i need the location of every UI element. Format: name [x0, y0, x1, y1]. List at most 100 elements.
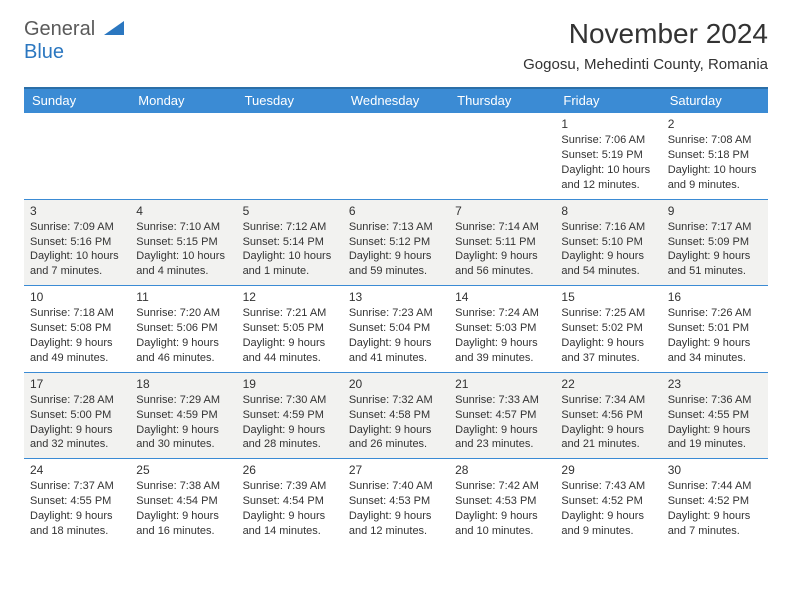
sunset-line: Sunset: 4:56 PM [561, 408, 655, 423]
sunrise-line: Sunrise: 7:44 AM [668, 479, 762, 494]
day-number: 12 [243, 289, 337, 305]
day-number: 7 [455, 203, 549, 219]
calendar-day-cell: 26Sunrise: 7:39 AMSunset: 4:54 PMDayligh… [237, 459, 343, 545]
daylight-line: Daylight: 9 hours and 21 minutes. [561, 423, 655, 453]
sunrise-line: Sunrise: 7:24 AM [455, 306, 549, 321]
daylight-line: Daylight: 9 hours and 18 minutes. [30, 509, 124, 539]
sunrise-line: Sunrise: 7:28 AM [30, 393, 124, 408]
daylight-line: Daylight: 9 hours and 32 minutes. [30, 423, 124, 453]
sunset-line: Sunset: 4:52 PM [561, 494, 655, 509]
calendar-empty-cell [449, 113, 555, 200]
daylight-line: Daylight: 10 hours and 12 minutes. [561, 163, 655, 193]
calendar-empty-cell [24, 113, 130, 200]
daylight-line: Daylight: 9 hours and 56 minutes. [455, 249, 549, 279]
sun-info: Sunrise: 7:23 AMSunset: 5:04 PMDaylight:… [349, 306, 443, 365]
sunset-line: Sunset: 4:57 PM [455, 408, 549, 423]
sunset-line: Sunset: 4:53 PM [349, 494, 443, 509]
sunrise-line: Sunrise: 7:21 AM [243, 306, 337, 321]
sun-info: Sunrise: 7:32 AMSunset: 4:58 PMDaylight:… [349, 393, 443, 452]
sunrise-line: Sunrise: 7:40 AM [349, 479, 443, 494]
sun-info: Sunrise: 7:25 AMSunset: 5:02 PMDaylight:… [561, 306, 655, 365]
calendar-empty-cell [343, 113, 449, 200]
sunset-line: Sunset: 5:10 PM [561, 235, 655, 250]
daylight-line: Daylight: 9 hours and 16 minutes. [136, 509, 230, 539]
column-header: Friday [555, 88, 661, 113]
daylight-line: Daylight: 9 hours and 37 minutes. [561, 336, 655, 366]
calendar-day-cell: 4Sunrise: 7:10 AMSunset: 5:15 PMDaylight… [130, 199, 236, 286]
daylight-line: Daylight: 9 hours and 30 minutes. [136, 423, 230, 453]
day-number: 24 [30, 462, 124, 478]
sunrise-line: Sunrise: 7:23 AM [349, 306, 443, 321]
logo: General Blue [24, 18, 124, 64]
sunrise-line: Sunrise: 7:38 AM [136, 479, 230, 494]
day-number: 26 [243, 462, 337, 478]
sunset-line: Sunset: 5:03 PM [455, 321, 549, 336]
sun-info: Sunrise: 7:24 AMSunset: 5:03 PMDaylight:… [455, 306, 549, 365]
sun-info: Sunrise: 7:06 AMSunset: 5:19 PMDaylight:… [561, 133, 655, 192]
calendar-day-cell: 21Sunrise: 7:33 AMSunset: 4:57 PMDayligh… [449, 372, 555, 459]
day-number: 10 [30, 289, 124, 305]
daylight-line: Daylight: 10 hours and 9 minutes. [668, 163, 762, 193]
calendar-day-cell: 24Sunrise: 7:37 AMSunset: 4:55 PMDayligh… [24, 459, 130, 545]
calendar-empty-cell [237, 113, 343, 200]
header: General Blue November 2024 Gogosu, Mehed… [24, 18, 768, 73]
sunset-line: Sunset: 5:04 PM [349, 321, 443, 336]
sun-info: Sunrise: 7:21 AMSunset: 5:05 PMDaylight:… [243, 306, 337, 365]
sun-info: Sunrise: 7:14 AMSunset: 5:11 PMDaylight:… [455, 220, 549, 279]
calendar-day-cell: 10Sunrise: 7:18 AMSunset: 5:08 PMDayligh… [24, 286, 130, 373]
calendar-day-cell: 1Sunrise: 7:06 AMSunset: 5:19 PMDaylight… [555, 113, 661, 200]
sunrise-line: Sunrise: 7:08 AM [668, 133, 762, 148]
sunset-line: Sunset: 5:01 PM [668, 321, 762, 336]
title-block: November 2024 Gogosu, Mehedinti County, … [523, 18, 768, 73]
calendar-day-cell: 18Sunrise: 7:29 AMSunset: 4:59 PMDayligh… [130, 372, 236, 459]
sunset-line: Sunset: 5:02 PM [561, 321, 655, 336]
sun-info: Sunrise: 7:39 AMSunset: 4:54 PMDaylight:… [243, 479, 337, 538]
calendar-day-cell: 15Sunrise: 7:25 AMSunset: 5:02 PMDayligh… [555, 286, 661, 373]
calendar-empty-cell [130, 113, 236, 200]
daylight-line: Daylight: 9 hours and 7 minutes. [668, 509, 762, 539]
daylight-line: Daylight: 10 hours and 7 minutes. [30, 249, 124, 279]
column-header: Thursday [449, 88, 555, 113]
sunrise-line: Sunrise: 7:42 AM [455, 479, 549, 494]
sunrise-line: Sunrise: 7:17 AM [668, 220, 762, 235]
calendar-header-row: SundayMondayTuesdayWednesdayThursdayFrid… [24, 88, 768, 113]
calendar-day-cell: 8Sunrise: 7:16 AMSunset: 5:10 PMDaylight… [555, 199, 661, 286]
daylight-line: Daylight: 10 hours and 4 minutes. [136, 249, 230, 279]
sun-info: Sunrise: 7:28 AMSunset: 5:00 PMDaylight:… [30, 393, 124, 452]
sunrise-line: Sunrise: 7:29 AM [136, 393, 230, 408]
calendar-week-row: 10Sunrise: 7:18 AMSunset: 5:08 PMDayligh… [24, 286, 768, 373]
calendar-day-cell: 3Sunrise: 7:09 AMSunset: 5:16 PMDaylight… [24, 199, 130, 286]
sunrise-line: Sunrise: 7:25 AM [561, 306, 655, 321]
calendar-day-cell: 7Sunrise: 7:14 AMSunset: 5:11 PMDaylight… [449, 199, 555, 286]
calendar-day-cell: 17Sunrise: 7:28 AMSunset: 5:00 PMDayligh… [24, 372, 130, 459]
day-number: 20 [349, 376, 443, 392]
daylight-line: Daylight: 9 hours and 14 minutes. [243, 509, 337, 539]
sun-info: Sunrise: 7:13 AMSunset: 5:12 PMDaylight:… [349, 220, 443, 279]
sunrise-line: Sunrise: 7:13 AM [349, 220, 443, 235]
sun-info: Sunrise: 7:42 AMSunset: 4:53 PMDaylight:… [455, 479, 549, 538]
sunrise-line: Sunrise: 7:16 AM [561, 220, 655, 235]
daylight-line: Daylight: 9 hours and 54 minutes. [561, 249, 655, 279]
sun-info: Sunrise: 7:16 AMSunset: 5:10 PMDaylight:… [561, 220, 655, 279]
sunrise-line: Sunrise: 7:06 AM [561, 133, 655, 148]
sun-info: Sunrise: 7:33 AMSunset: 4:57 PMDaylight:… [455, 393, 549, 452]
sunset-line: Sunset: 5:09 PM [668, 235, 762, 250]
sunrise-line: Sunrise: 7:14 AM [455, 220, 549, 235]
column-header: Monday [130, 88, 236, 113]
sun-info: Sunrise: 7:26 AMSunset: 5:01 PMDaylight:… [668, 306, 762, 365]
sunset-line: Sunset: 4:59 PM [136, 408, 230, 423]
day-number: 22 [561, 376, 655, 392]
sunset-line: Sunset: 5:15 PM [136, 235, 230, 250]
day-number: 17 [30, 376, 124, 392]
day-number: 9 [668, 203, 762, 219]
logo-text: General Blue [24, 18, 124, 64]
sunrise-line: Sunrise: 7:30 AM [243, 393, 337, 408]
sunset-line: Sunset: 4:55 PM [668, 408, 762, 423]
sunrise-line: Sunrise: 7:43 AM [561, 479, 655, 494]
daylight-line: Daylight: 9 hours and 12 minutes. [349, 509, 443, 539]
sunset-line: Sunset: 5:16 PM [30, 235, 124, 250]
sunset-line: Sunset: 4:55 PM [30, 494, 124, 509]
calendar-day-cell: 19Sunrise: 7:30 AMSunset: 4:59 PMDayligh… [237, 372, 343, 459]
column-header: Tuesday [237, 88, 343, 113]
day-number: 28 [455, 462, 549, 478]
